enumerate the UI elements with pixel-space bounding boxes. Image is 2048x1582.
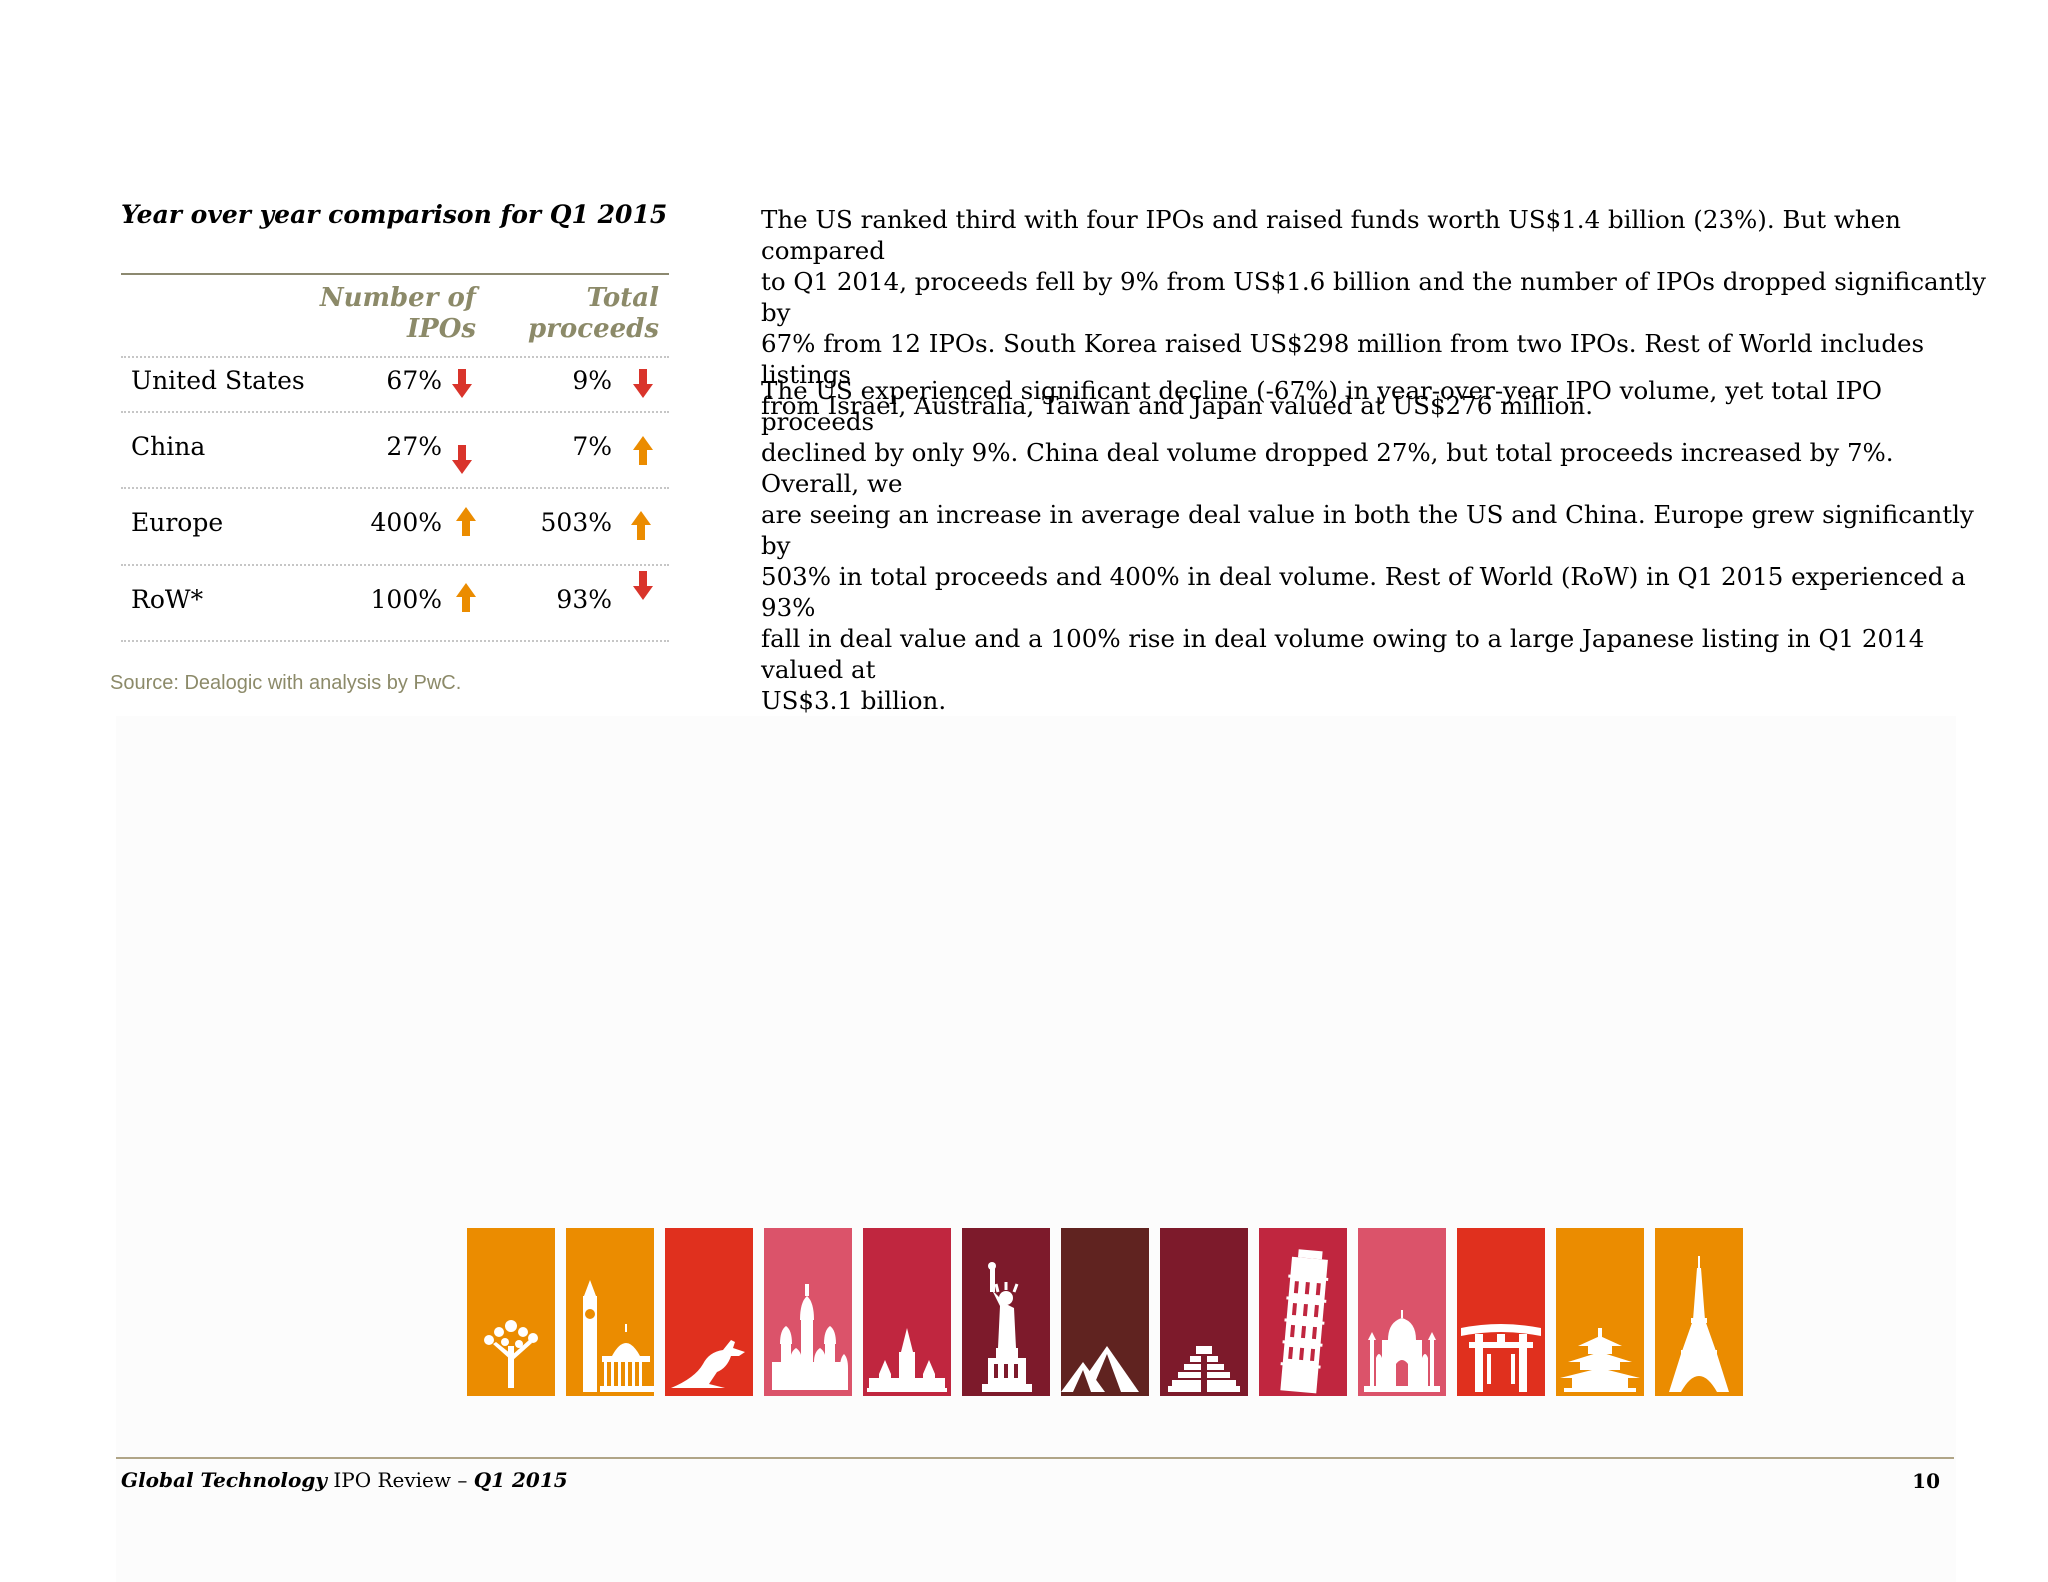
arrow-down-icon [633,571,653,600]
paragraph-line: 503% in total proceeds and 400% in deal … [761,562,1966,622]
eiffel-tower-icon [1655,1228,1743,1396]
column-header-number-of-ipos: Number of IPOs [300,283,476,345]
arrow-down-icon [633,369,653,398]
column-header-total-proceeds: Total proceeds [480,283,659,345]
paragraph-line: fall in deal value and a 100% rise in de… [761,624,1925,684]
row-separator [121,564,669,566]
body-paragraph-1: The US ranked third with four IPOs and r… [761,204,1991,421]
paragraph-line: from Israel, Australia, Taiwan and Japan… [761,391,1593,420]
table-row-europe-ipos: 400% [370,508,442,537]
big-ben-capitol-icon [566,1228,654,1396]
leaning-tower-of-pisa-icon [1259,1228,1347,1396]
paragraph-line: The US experienced significant decline (… [761,376,1883,436]
table-title: Year over year comparison for Q1 2015 [121,200,668,229]
mayan-pyramid-icon [1160,1228,1248,1396]
arrow-down-icon [452,445,472,474]
paragraph-line: US$3.1 billion. [761,686,947,715]
paragraph-line: to Q1 2014, proceeds fell by 9% from US$… [761,267,1986,327]
arrow-up-icon [456,583,476,612]
table-row-united-states-region: United States [131,366,305,395]
table-row-china-proceeds: 7% [572,432,612,461]
table-source-note: Source: Dealogic with analysis by PwC. [110,672,462,694]
table-row-europe-region: Europe [131,508,224,537]
column-header-ipos-line2: IPOs [407,314,476,344]
page-background [116,716,1956,1582]
arrow-up-icon [456,507,476,536]
table-row-row-region: RoW* [131,585,204,614]
tree-icon [467,1228,555,1396]
torii-gate-icon [1457,1228,1545,1396]
table-row-europe-proceeds: 503% [540,508,612,537]
footer-title-bold: Global Technology [121,1468,327,1492]
paragraph-line: are seeing an increase in average deal v… [761,500,1974,560]
taj-mahal-icon [1358,1228,1446,1396]
statue-of-liberty-icon [962,1228,1050,1396]
table-row-row-ipos: 100% [370,585,442,614]
footer-rule [116,1457,1954,1459]
temple-icon [863,1228,951,1396]
page-number: 10 [1912,1469,1940,1493]
pyramids-icon [1061,1228,1149,1396]
footer-report-title: Global Technology IPO Review – Q1 2015 [121,1468,568,1492]
table-row-row-proceeds: 93% [556,585,612,614]
column-header-proceeds-line1: Total [586,283,659,313]
st-basils-cathedral-icon [764,1228,852,1396]
arrow-down-icon [452,369,472,398]
column-header-proceeds-line2: proceeds [528,314,659,344]
landmark-tiles-strip [467,1228,1743,1396]
body-paragraph-2: The US experienced significant decline (… [761,375,1991,716]
arrow-up-icon [633,436,653,465]
row-separator [121,356,669,358]
paragraph-line: declined by only 9%. China deal volume d… [761,438,1894,498]
paragraph-line: 67% from 12 IPOs. South Korea raised US$… [761,329,1925,389]
table-row-china-region: China [131,432,206,461]
row-separator [121,411,669,413]
row-separator [121,487,669,489]
table-row-united-states-proceeds: 9% [572,366,612,395]
arrow-up-icon [631,511,651,540]
kangaroo-icon [665,1228,753,1396]
table-row-china-ipos: 27% [386,432,442,461]
column-header-ipos-line1: Number of [319,283,476,313]
footer-title-period: Q1 2015 [473,1468,568,1492]
table-top-rule [121,273,669,275]
row-separator [121,640,669,642]
paragraph-line: The US ranked third with four IPOs and r… [761,205,1901,265]
footer-title-mid: IPO Review – [326,1468,474,1492]
table-row-united-states-ipos: 67% [386,366,442,395]
pagoda-icon [1556,1228,1644,1396]
